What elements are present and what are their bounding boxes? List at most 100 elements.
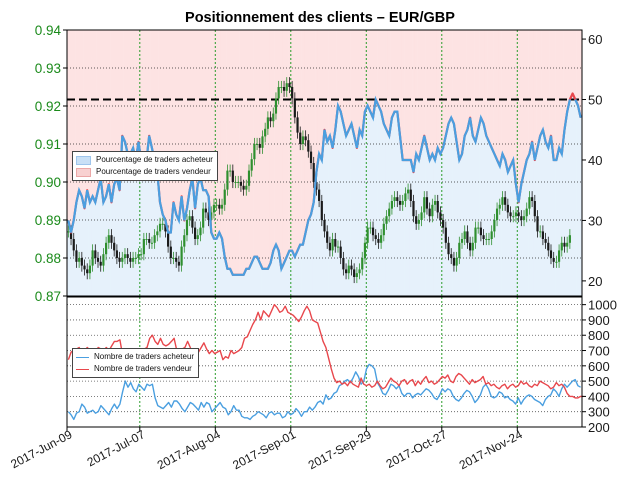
seller-share-fill xyxy=(315,30,319,173)
candle-body xyxy=(547,242,550,251)
buyer-share-fill xyxy=(552,159,556,296)
seller-share-fill xyxy=(274,30,278,245)
buyer-share-fill xyxy=(277,250,281,296)
right-tick-label: 500 xyxy=(588,374,610,389)
seller-share-fill xyxy=(395,30,399,112)
candle-body xyxy=(261,136,264,148)
seller-share-fill xyxy=(363,30,367,112)
seller-share-fill xyxy=(452,30,456,124)
candle-body xyxy=(180,246,183,266)
buyer-share-fill xyxy=(261,268,265,296)
candle-body xyxy=(495,208,499,220)
candle-body xyxy=(328,242,331,251)
seller-share-fill xyxy=(433,30,437,160)
candle-body xyxy=(334,239,337,247)
candle-body xyxy=(266,117,269,129)
buyer-share-fill xyxy=(498,166,502,296)
candle-body xyxy=(326,231,329,243)
candle-body xyxy=(210,212,213,220)
seller-share-fill xyxy=(104,30,108,197)
buyer-share-fill xyxy=(85,190,89,296)
buyer-share-fill xyxy=(220,238,224,296)
right-tick-label: 900 xyxy=(588,313,610,328)
candle-body xyxy=(504,197,507,205)
buyer-share-fill xyxy=(161,214,165,296)
seller-share-fill xyxy=(75,30,79,203)
seller-share-fill xyxy=(88,30,92,203)
candle-body xyxy=(72,239,75,251)
seller-share-fill xyxy=(414,30,418,154)
candle-body xyxy=(277,87,280,99)
seller-share-fill xyxy=(72,30,76,221)
seller-share-fill xyxy=(390,30,394,118)
seller-share-fill xyxy=(385,30,389,130)
buyer-share-fill xyxy=(428,159,432,296)
buyer-share-fill xyxy=(455,141,459,296)
buyer-share-fill xyxy=(212,238,216,296)
candle-body xyxy=(555,261,558,263)
buyer-share-fill xyxy=(204,190,208,296)
candle-body xyxy=(463,231,466,239)
right-tick-label: 60 xyxy=(588,32,602,47)
buyer-percent-line xyxy=(574,99,582,118)
seller-share-fill xyxy=(557,30,561,148)
candle-body xyxy=(258,144,261,148)
buyer-share-fill xyxy=(169,232,173,296)
candle-body xyxy=(520,216,523,220)
bottom-panel-frame xyxy=(66,296,583,428)
buyer-share-fill xyxy=(568,99,572,296)
buyer-share-fill xyxy=(253,256,257,296)
candle-body xyxy=(487,239,491,240)
candle-body xyxy=(377,239,380,243)
seller-share-fill xyxy=(401,30,405,160)
seller-share-fill xyxy=(153,30,157,160)
buyer-share-fill xyxy=(158,202,162,296)
seller-share-fill xyxy=(112,30,116,185)
candle-body xyxy=(450,254,453,258)
candle-body xyxy=(528,197,531,209)
seller-share-fill xyxy=(360,30,364,136)
buyer-share-fill xyxy=(544,141,548,296)
right-tick-label: 700 xyxy=(588,344,610,359)
buyer-share-fill xyxy=(290,250,294,296)
candle-body xyxy=(331,239,334,251)
buyer-share-fill xyxy=(244,268,248,296)
seller-share-fill xyxy=(528,30,532,154)
seller-share-fill xyxy=(525,30,529,160)
candle-body xyxy=(393,197,396,201)
seller-share-fill xyxy=(436,30,440,148)
buyer-share-fill xyxy=(312,202,316,296)
seller-share-fill xyxy=(239,30,243,275)
seller-share-fill xyxy=(288,30,292,251)
seller-share-fill xyxy=(139,30,143,160)
buyer-share-fill xyxy=(110,202,114,296)
seller-share-fill xyxy=(169,30,173,233)
seller-share-fill xyxy=(212,30,216,239)
candle-body xyxy=(150,242,154,244)
candle-body xyxy=(380,235,383,243)
buyer-share-fill xyxy=(565,111,569,296)
buyer-share-fill xyxy=(118,190,122,296)
buyer-share-fill xyxy=(193,208,197,296)
buyer-share-fill xyxy=(99,178,103,296)
seller-share-fill xyxy=(409,30,413,160)
seller-share-fill xyxy=(455,30,459,142)
seller-share-fill xyxy=(536,30,540,148)
buyer-share-fill xyxy=(342,123,346,296)
seller-share-fill xyxy=(83,30,87,209)
buyer-share-fill xyxy=(517,202,521,296)
candle-body xyxy=(498,204,501,209)
right-tick-label: 300 xyxy=(588,405,610,420)
left-tick-label: 0.92 xyxy=(35,99,61,114)
buyer-share-fill xyxy=(557,147,561,296)
candle-body xyxy=(167,231,170,247)
candle-body xyxy=(253,144,256,160)
buyer-share-fill xyxy=(266,268,270,296)
seller-share-fill xyxy=(120,30,124,136)
top-panel-frame xyxy=(66,29,583,297)
candle-body xyxy=(202,208,205,228)
seller-share-fill xyxy=(126,30,130,154)
seller-share-fill xyxy=(123,30,127,142)
candle-body xyxy=(272,113,275,122)
candle-body xyxy=(339,246,342,258)
